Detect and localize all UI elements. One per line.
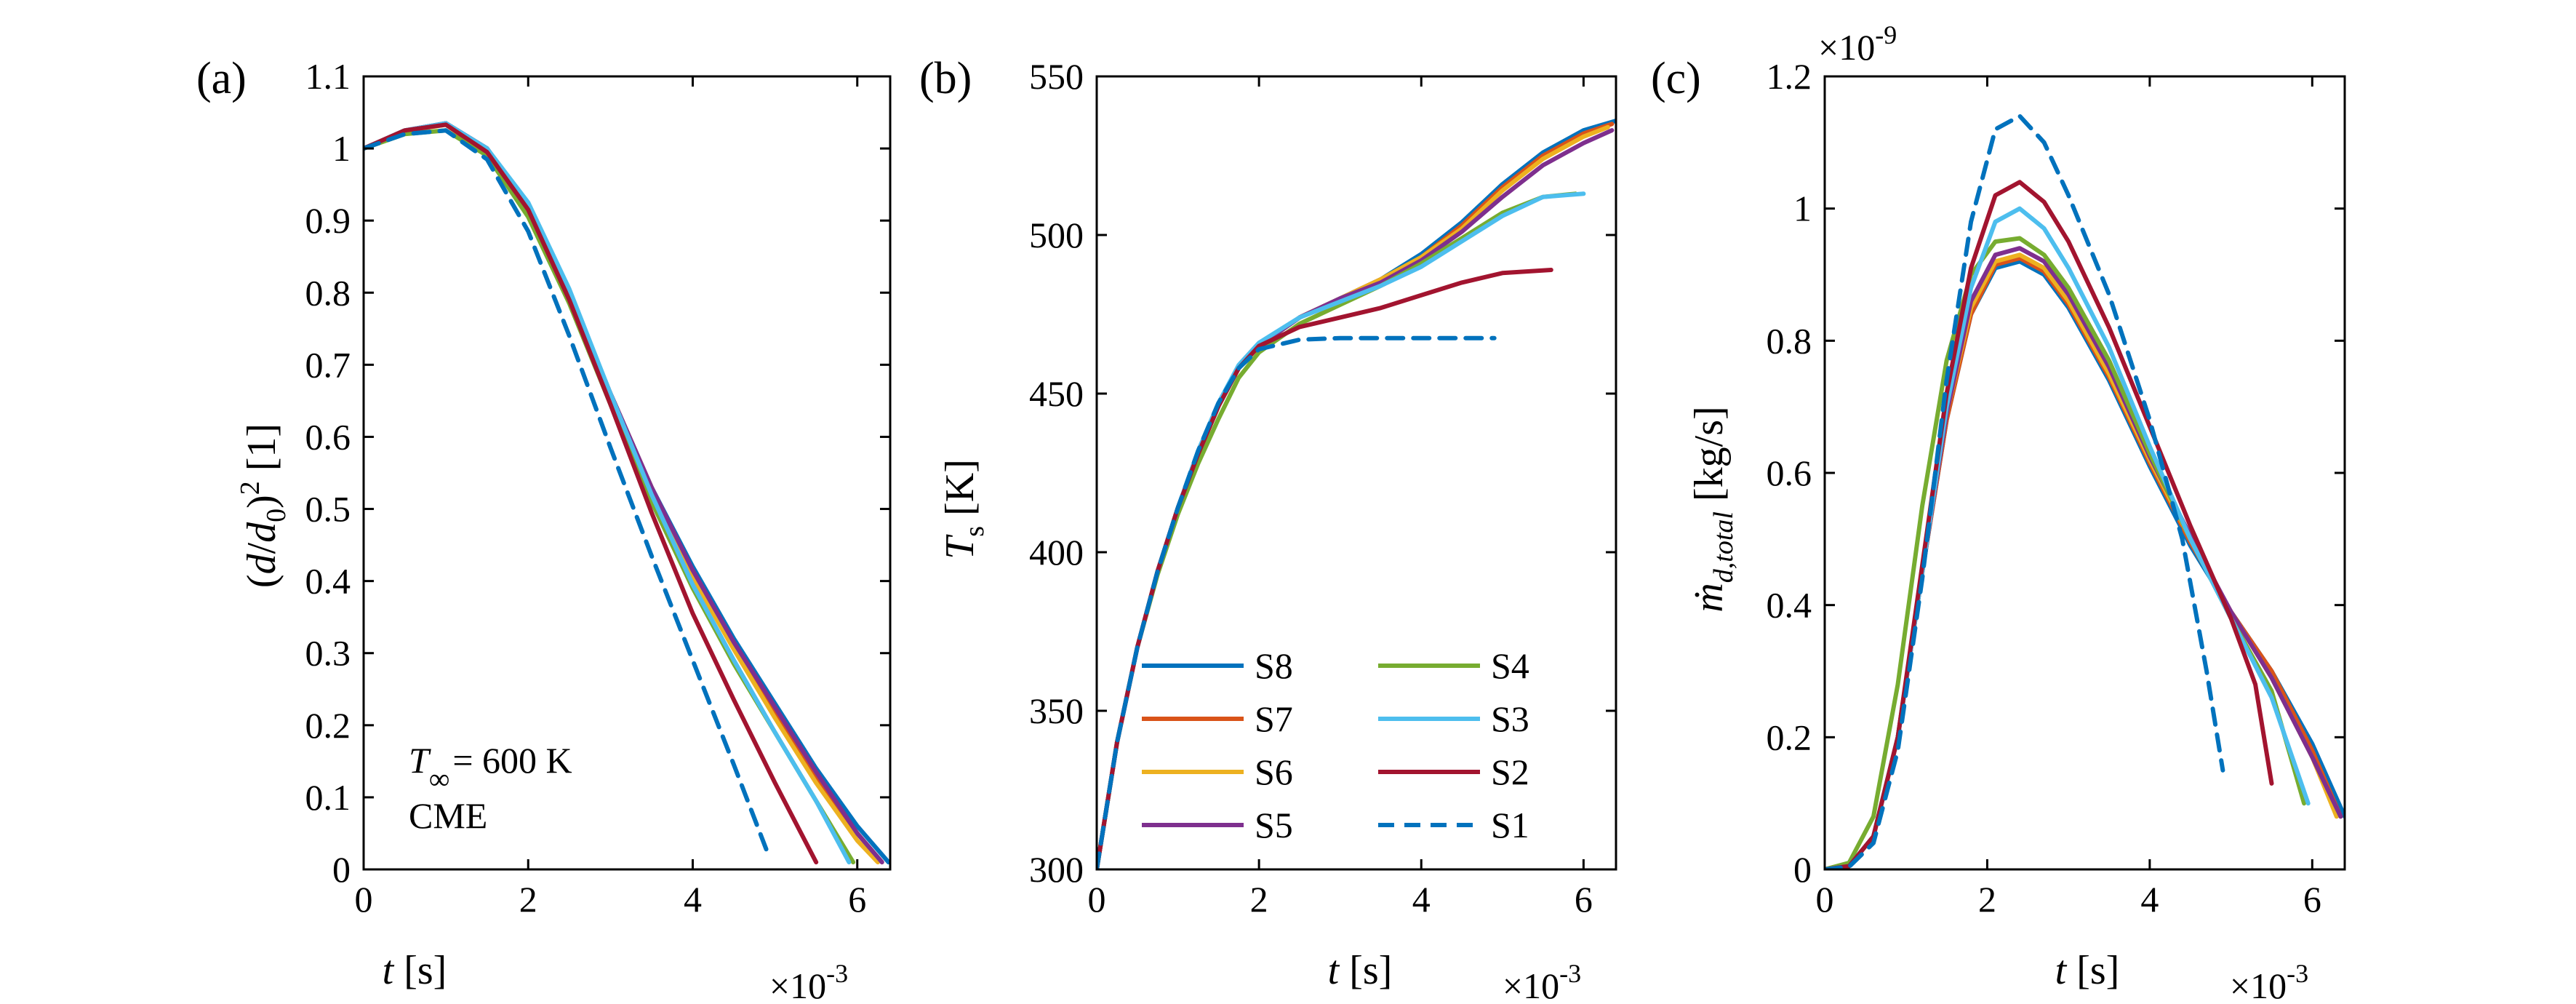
panel-c-xtick-label: 6 xyxy=(2303,879,2321,920)
panel-a-series-group xyxy=(364,121,890,865)
panel-a-plot-area: 0 2 4 6 0 0.1 0.2 0.3 0.4 0.5 0.6 0.7 0.8 0.9 1 1.1 xyxy=(305,56,892,920)
panel-b-xtick-label: 0 xyxy=(1088,879,1106,920)
panel-a-xtick-label: 4 xyxy=(684,879,702,920)
panel-c-series-s2-line xyxy=(1825,180,2274,869)
panel-c-y-multiplier: ×10-9 xyxy=(1818,20,1897,68)
panel-a-x-multiplier: ×10-3 xyxy=(769,959,848,1004)
legend-label-s5: S5 xyxy=(1255,805,1293,845)
panel-c-ytick-label: 0.8 xyxy=(1767,320,1812,361)
panel-c-ylabel: ṁd,total [kg/s] xyxy=(1687,406,1739,612)
panel-b-ytick-label: 500 xyxy=(1029,215,1084,255)
annotation-temperature: T∞= 600 K xyxy=(409,740,572,795)
panel-b-plot-area: 0 2 4 6 300 350 400 450 500 550 xyxy=(1029,56,1617,920)
panel-a-xlabel-unit: [s] xyxy=(393,948,447,993)
panel-a-series-s2-line xyxy=(364,122,819,865)
panel-b-label: (b) xyxy=(919,54,972,103)
panel-b-ytick-label: 450 xyxy=(1029,373,1084,414)
panel-a-xlabel-symbol: t xyxy=(383,948,395,993)
panel-a-axes-frame xyxy=(362,75,892,871)
panel-c-xtick-label: 0 xyxy=(1816,879,1834,920)
panel-a-ytick-label: 0.8 xyxy=(305,272,351,313)
panel-c-ytick-label: 1 xyxy=(1793,188,1812,229)
panel-b-xtick-label: 4 xyxy=(1412,879,1431,920)
legend-label-s3: S3 xyxy=(1491,698,1529,739)
panel-a-ytick-label: 0.3 xyxy=(305,633,351,674)
panel-c-series-s1-line xyxy=(1825,113,2225,869)
panel-b-x-multiplier: ×10-3 xyxy=(1503,959,1581,1004)
panel-c-ytick-label: 1.2 xyxy=(1767,56,1812,97)
panel-a-xtick-label: 0 xyxy=(355,879,373,920)
panel-a-ytick-label: 0.5 xyxy=(305,489,351,530)
legend-label-s4: S4 xyxy=(1491,645,1529,686)
panel-c-xlabel: t [s] xyxy=(2055,948,2120,993)
panel-b-ylabel: Ts [K] xyxy=(937,459,990,559)
panel-a-ytick-label: 0.2 xyxy=(305,705,351,746)
panel-a-series-s1-line xyxy=(364,128,771,858)
legend-label-s8: S8 xyxy=(1255,645,1293,686)
panel-b-chart: (b) 0 2 4 6 300 350 400 450 500 550 t [s] ×10-3 T… xyxy=(919,54,1617,1004)
panel-a-ytick-label: 0.1 xyxy=(305,777,351,818)
legend-label-s7: S7 xyxy=(1255,698,1293,739)
panel-b-ytick-label: 550 xyxy=(1029,56,1084,97)
panel-a-annotation: T∞= 600 K CME xyxy=(409,740,572,836)
panel-a-ytick-label: 0 xyxy=(332,849,351,890)
panel-a-xtick-label: 6 xyxy=(848,879,866,920)
panel-c-ytick-label: 0 xyxy=(1793,849,1812,890)
panel-a-ytick-label: 0.9 xyxy=(305,200,351,241)
panel-b-xlabel: t [s] xyxy=(1328,948,1393,993)
panel-b-axes-frame xyxy=(1095,75,1617,871)
panel-a-label: (a) xyxy=(196,54,247,103)
panel-a-ylabel: (d/d0)2 [1] xyxy=(235,423,292,588)
panel-b-series-group xyxy=(1097,119,1616,869)
panel-a-ytick-label: 0.4 xyxy=(305,561,351,602)
panel-b-xtick-label: 2 xyxy=(1250,879,1268,920)
panel-c-ytick-label: 0.4 xyxy=(1767,585,1812,626)
panel-a-ytick-label: 0.6 xyxy=(305,416,351,457)
panel-b-ytick-label: 300 xyxy=(1029,849,1084,890)
panel-c-x-multiplier: ×10-3 xyxy=(2230,959,2308,1004)
panel-c-chart: (c) 0 2 4 6 0 0.2 0.4 0.6 0.8 1 1.2 t [s] ×10-3 ×1… xyxy=(1651,20,2346,1004)
panel-c-xtick-label: 2 xyxy=(1978,879,1996,920)
panel-b-ytick-label: 400 xyxy=(1029,532,1084,573)
panel-a-xlabel: t [s] xyxy=(383,948,447,993)
panel-b-series-s1-line xyxy=(1097,335,1497,869)
panel-b-ytick-label: 350 xyxy=(1029,690,1084,731)
panel-a-ytick-label: 1.1 xyxy=(305,56,351,97)
panel-c-ytick-label: 0.6 xyxy=(1767,453,1812,493)
panel-b-xtick-label: 6 xyxy=(1575,879,1593,920)
panel-c-ytick-label: 0.2 xyxy=(1767,717,1812,757)
annotation-model: CME xyxy=(409,795,487,836)
legend-label-s2: S2 xyxy=(1491,752,1529,792)
legend-label-s1: S1 xyxy=(1491,805,1529,845)
panel-a-xtick-label: 2 xyxy=(519,879,537,920)
panel-a-ytick-label: 0.7 xyxy=(305,344,351,385)
panel-a-chart: (a) 0 2 4 6 0 0.1 0.2 0.3 0.4 0.5 0.6 0.7 0.8 0.9 1 1.1… xyxy=(196,54,892,1004)
panel-c-label: (c) xyxy=(1651,54,1701,103)
legend-label-s6: S6 xyxy=(1255,752,1293,792)
panel-a-ytick-label: 1 xyxy=(332,128,351,169)
panel-b-legend: S8 S7 S6 S5 S4 S3 S2 S1 xyxy=(1142,645,1529,845)
panel-c-xtick-label: 4 xyxy=(2140,879,2159,920)
panel-c-plot-area: 0 2 4 6 0 0.2 0.4 0.6 0.8 1 1.2 xyxy=(1767,56,2346,920)
panel-c-series-group xyxy=(1825,113,2345,869)
